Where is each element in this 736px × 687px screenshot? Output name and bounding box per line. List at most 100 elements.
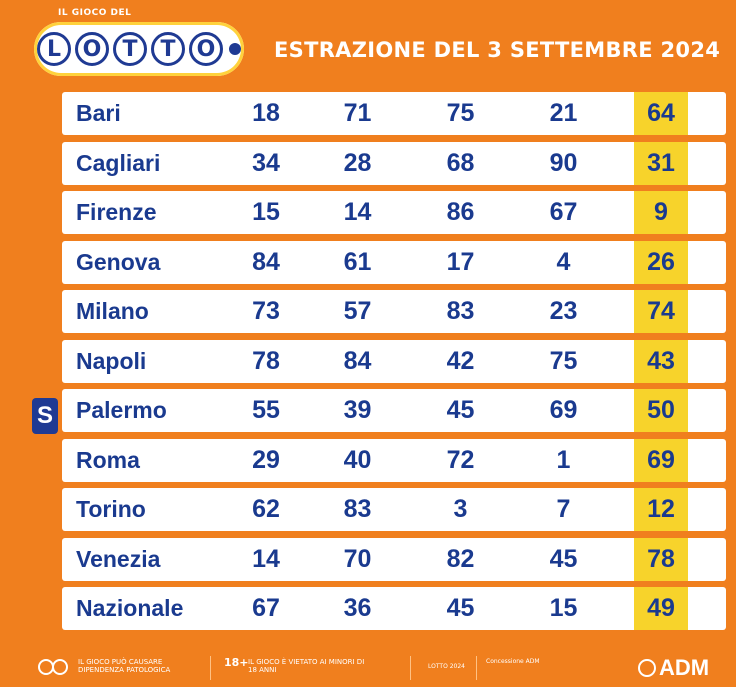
table-row: Milano 73 57 83 23 74 [62, 290, 726, 333]
highlighted-number: 12 [634, 488, 688, 531]
drawn-number: 39 [343, 396, 372, 424]
drawn-number: 28 [343, 148, 372, 177]
results-table: Bari 18 71 75 21 64 Cagliari 34 28 68 90… [62, 92, 726, 637]
drawn-number: 83 [446, 297, 475, 325]
city-name: Genova [76, 248, 161, 275]
table-row: Genova 84 61 17 4 26 [62, 240, 726, 284]
concession-text: Concessione ADM [486, 658, 540, 665]
city-name: Venezia [76, 545, 161, 572]
logo-letter: O [75, 32, 109, 66]
drawn-number: 57 [343, 297, 372, 325]
footer-divider [476, 656, 477, 680]
drawn-number: 90 [549, 148, 578, 177]
highlighted-number: 49 [634, 587, 688, 630]
highlighted-number: 78 [634, 537, 688, 581]
drawn-number: 84 [252, 247, 280, 276]
table-row: Venezia 14 70 82 45 78 [62, 537, 726, 581]
logo-letter: T [151, 32, 185, 66]
highlighted-number: 9 [634, 191, 688, 234]
drawn-number: 45 [446, 396, 475, 424]
drawn-number: 15 [252, 198, 280, 226]
drawn-number: 15 [549, 594, 578, 622]
drawn-number: 73 [252, 297, 280, 325]
city-name: Cagliari [76, 149, 161, 176]
drawn-number: 75 [446, 99, 475, 127]
table-row: Firenze 15 14 86 67 9 [62, 191, 726, 234]
drawn-number: 3 [453, 495, 468, 523]
drawn-number: 42 [446, 346, 475, 375]
footer-divider [210, 656, 211, 680]
footer-small-text: LOTTO 2024 [428, 663, 465, 670]
drawn-number: 4 [556, 247, 571, 276]
drawn-number: 17 [446, 247, 475, 276]
highlighted-number: 31 [634, 141, 688, 185]
city-name: Palermo [76, 397, 167, 423]
drawn-number: 7 [556, 495, 571, 523]
drawn-number: 84 [343, 346, 372, 375]
table-row: Palermo 55 39 45 69 50 [62, 389, 726, 432]
table-row: Nazionale 67 36 45 15 49 [62, 587, 726, 630]
drawn-number: 68 [446, 148, 475, 177]
adm-logo: ADM [638, 655, 709, 681]
addiction-warning: IL GIOCO PUÒ CAUSARE DIPENDENZA PATOLOGI… [78, 658, 171, 674]
highlighted-number: 50 [634, 389, 688, 432]
warning-icon [38, 659, 68, 675]
drawn-number: 55 [252, 396, 280, 424]
superstar-badge: S [32, 398, 58, 434]
logo-dot-icon [229, 43, 241, 55]
table-row: Bari 18 71 75 21 64 [62, 92, 726, 135]
drawn-number: 86 [446, 198, 475, 226]
footer: IL GIOCO PUÒ CAUSARE DIPENDENZA PATOLOGI… [0, 648, 736, 687]
drawn-number: 78 [252, 346, 280, 375]
highlighted-number: 26 [634, 240, 688, 284]
drawn-number: 82 [446, 544, 475, 573]
drawn-number: 36 [343, 594, 372, 622]
city-name: Torino [76, 496, 146, 522]
city-name: Bari [76, 100, 121, 126]
drawn-number: 67 [549, 198, 578, 226]
city-name: Napoli [76, 347, 147, 374]
table-row: Cagliari 34 28 68 90 31 [62, 141, 726, 185]
page-title: ESTRAZIONE DEL 3 SETTEMBRE 2024 [274, 38, 721, 62]
drawn-number: 21 [549, 99, 578, 127]
lotto-logo: L O T T O [34, 22, 244, 76]
adm-circle-icon [638, 659, 656, 677]
drawn-number: 75 [549, 346, 578, 375]
drawn-number: 14 [343, 198, 372, 226]
logo-letter: T [113, 32, 147, 66]
highlighted-number: 64 [634, 92, 688, 135]
drawn-number: 23 [549, 297, 578, 325]
drawn-number: 61 [343, 247, 372, 276]
drawn-number: 83 [343, 495, 372, 523]
logo-letter: L [37, 32, 71, 66]
logo-top-text: IL GIOCO DEL [58, 8, 132, 18]
drawn-number: 69 [549, 396, 578, 424]
logo-letter: O [189, 32, 223, 66]
city-name: Firenze [76, 199, 157, 225]
drawn-number: 67 [252, 594, 280, 622]
drawn-number: 40 [343, 445, 372, 474]
city-name: Roma [76, 446, 140, 473]
header: IL GIOCO DEL L O T T O ESTRAZIONE DEL 3 … [0, 0, 736, 86]
drawn-number: 70 [343, 544, 372, 573]
drawn-number: 18 [252, 99, 280, 127]
drawn-number: 72 [446, 445, 475, 474]
drawn-number: 34 [252, 148, 280, 177]
drawn-number: 45 [549, 544, 578, 573]
drawn-number: 1 [556, 445, 571, 474]
drawn-number: 71 [343, 99, 372, 127]
adm-logo-text: ADM [659, 655, 710, 680]
age-warning: IL GIOCO È VIETATO AI MINORI DI 18 ANNI [248, 658, 365, 674]
age-badge: 18+ [224, 656, 249, 669]
drawn-number: 29 [252, 445, 280, 474]
drawn-number: 45 [446, 594, 475, 622]
drawn-number: 62 [252, 495, 280, 523]
highlighted-number: 43 [634, 339, 688, 383]
city-name: Milano [76, 298, 149, 324]
highlighted-number: 69 [634, 438, 688, 482]
city-name: Nazionale [76, 595, 184, 621]
table-row: Roma 29 40 72 1 69 [62, 438, 726, 482]
drawn-number: 14 [252, 544, 280, 573]
table-row: Napoli 78 84 42 75 43 [62, 339, 726, 383]
highlighted-number: 74 [634, 290, 688, 333]
